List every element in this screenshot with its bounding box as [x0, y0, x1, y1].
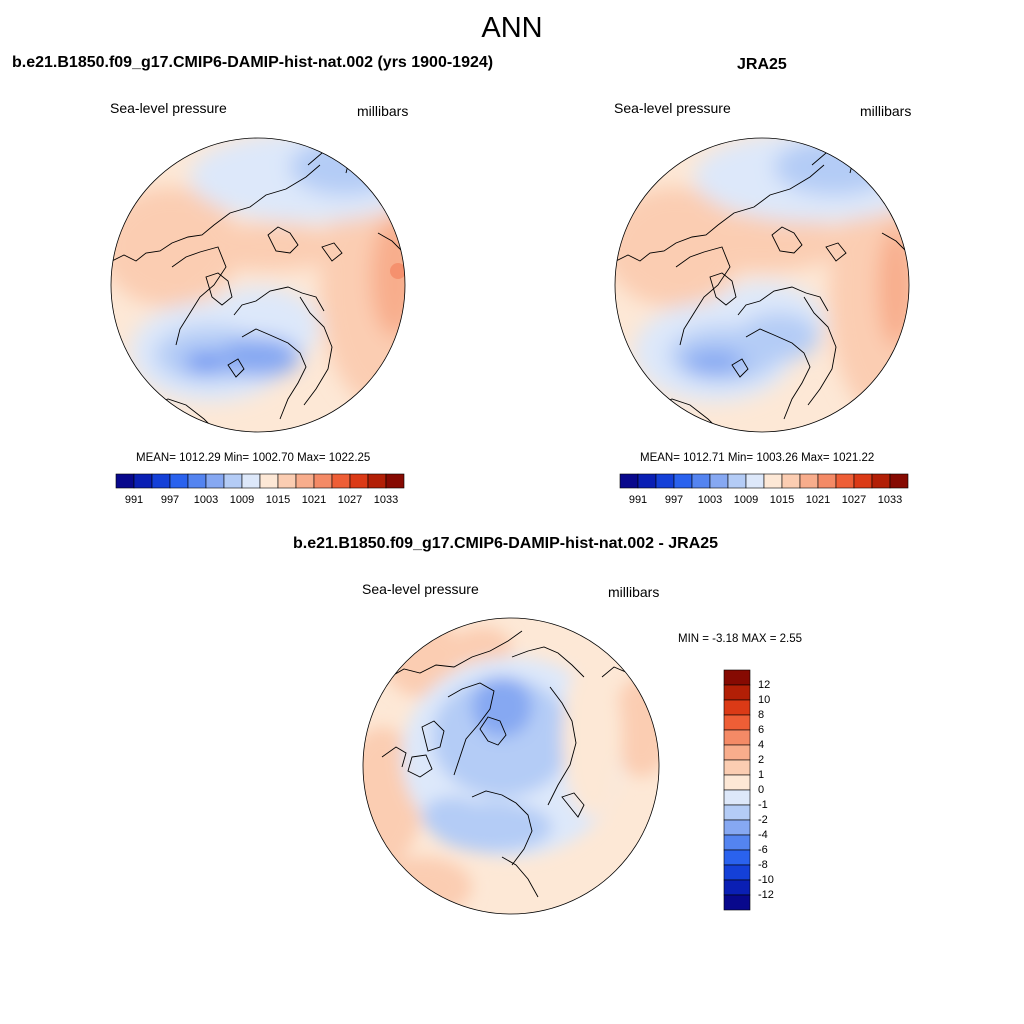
- colorbar-swatch: [723, 894, 751, 911]
- colorbar-swatch: [723, 789, 751, 806]
- colorbar-diff-tick: -8: [758, 859, 768, 871]
- panel-left-variable: Sea-level pressure: [110, 100, 227, 116]
- colorbar-swatch: [723, 669, 751, 686]
- colorbar-swatch: [241, 473, 261, 489]
- colorbar-swatch: [723, 774, 751, 791]
- colorbar-swatch: [723, 819, 751, 836]
- colorbar-swatch: [889, 473, 909, 489]
- colorbar-swatch: [133, 473, 153, 489]
- colorbar-diff-tick: 8: [758, 709, 765, 721]
- colorbar-left-tick: 1033: [373, 494, 399, 506]
- panel-right-stats: MEAN= 1012.71 Min= 1003.26 Max= 1021.22: [640, 452, 875, 464]
- colorbar-left-tick: 997: [160, 494, 180, 506]
- colorbar-swatch: [115, 473, 135, 489]
- colorbar-right-tick: 1033: [877, 494, 903, 506]
- colorbar-left-tick: 1009: [229, 494, 255, 506]
- colorbar-swatch: [295, 473, 315, 489]
- map-right: [614, 137, 910, 433]
- colorbar-swatch: [745, 473, 765, 489]
- colorbar-swatch: [853, 473, 873, 489]
- colorbar-swatch: [799, 473, 819, 489]
- panel-diff-stats: MIN = -3.18 MAX = 2.55: [678, 633, 803, 645]
- colorbar-swatch: [259, 473, 279, 489]
- colorbar-swatch: [169, 473, 189, 489]
- colorbar-swatch: [313, 473, 333, 489]
- colorbar-diff-tick: 2: [758, 754, 765, 766]
- colorbar-swatch: [723, 879, 751, 896]
- colorbar-swatch: [367, 473, 387, 489]
- colorbar-right-tick: 1021: [805, 494, 831, 506]
- panel-right-variable: Sea-level pressure: [614, 100, 731, 116]
- colorbar-swatch: [781, 473, 801, 489]
- colorbar-swatch: [205, 473, 225, 489]
- panel-right-title: JRA25: [737, 56, 787, 73]
- panel-right-units: millibars: [860, 103, 912, 119]
- colorbar-left-tick: 991: [124, 494, 144, 506]
- colorbar-left-tick: 1027: [337, 494, 363, 506]
- panel-left-title: b.e21.B1850.f09_g17.CMIP6-DAMIP-hist-nat…: [12, 54, 494, 71]
- colorbar-swatch: [691, 473, 711, 489]
- colorbar-left-tick: 1021: [301, 494, 327, 506]
- colorbar-diff-tick: 6: [758, 724, 765, 736]
- colorbar-diff-tick: -10: [758, 874, 774, 886]
- colorbar-swatch: [723, 744, 751, 761]
- colorbar-swatch: [817, 473, 837, 489]
- colorbar-right-tick: 1027: [841, 494, 867, 506]
- colorbar-diff: [723, 669, 751, 911]
- colorbar-swatch: [871, 473, 891, 489]
- panel-diff-units: millibars: [608, 584, 660, 600]
- colorbar-swatch: [277, 473, 297, 489]
- panel-diff-title: b.e21.B1850.f09_g17.CMIP6-DAMIP-hist-nat…: [293, 535, 719, 552]
- colorbar-swatch: [763, 473, 783, 489]
- colorbar-diff-tick: 1: [758, 769, 765, 781]
- colorbar-swatch: [673, 473, 693, 489]
- colorbar-right-tick: 991: [628, 494, 648, 506]
- colorbar-swatch: [727, 473, 747, 489]
- colorbar-swatch: [723, 684, 751, 701]
- colorbar-swatch: [655, 473, 675, 489]
- colorbar-swatch: [723, 699, 751, 716]
- colorbar-swatch: [723, 729, 751, 746]
- colorbar-swatch: [723, 714, 751, 731]
- colorbar-diff-tick: 10: [758, 694, 771, 706]
- colorbar-right-tick: 997: [664, 494, 684, 506]
- colorbar-swatch: [637, 473, 657, 489]
- panel-left-stats: MEAN= 1012.29 Min= 1002.70 Max= 1022.25: [136, 452, 371, 464]
- colorbar-diff-tick: -6: [758, 844, 768, 856]
- panel-diff-variable: Sea-level pressure: [362, 581, 479, 597]
- colorbar-diff-tick: -4: [758, 829, 768, 841]
- colorbar-left-tick: 1003: [193, 494, 219, 506]
- colorbar-swatch: [187, 473, 207, 489]
- colorbar-swatch: [223, 473, 243, 489]
- colorbar-right-tick: 1009: [733, 494, 759, 506]
- colorbar-swatch: [331, 473, 351, 489]
- colorbar-swatch: [709, 473, 729, 489]
- colorbar-swatch: [151, 473, 171, 489]
- colorbar-diff-tick: 4: [758, 739, 765, 751]
- main-title: ANN: [481, 12, 543, 44]
- colorbar-swatch: [385, 473, 405, 489]
- colorbar-left-tick: 1015: [265, 494, 291, 506]
- colorbar-diff-tick: 0: [758, 784, 765, 796]
- map-diff: [362, 617, 660, 915]
- colorbar-diff-tick: 12: [758, 679, 771, 691]
- colorbar-swatch: [723, 804, 751, 821]
- map-left: [110, 137, 406, 433]
- colorbar-swatch: [619, 473, 639, 489]
- colorbar-diff-tick: -2: [758, 814, 768, 826]
- colorbar-swatch: [723, 834, 751, 851]
- colorbar-left: [115, 473, 405, 489]
- colorbar-swatch: [723, 849, 751, 866]
- colorbar-swatch: [349, 473, 369, 489]
- colorbar-right: [619, 473, 909, 489]
- colorbar-diff-tick: -1: [758, 799, 768, 811]
- colorbar-diff-tick: -12: [758, 889, 774, 901]
- colorbar-right-tick: 1003: [697, 494, 723, 506]
- colorbar-swatch: [723, 759, 751, 776]
- colorbar-swatch: [835, 473, 855, 489]
- panel-left-units: millibars: [357, 103, 409, 119]
- colorbar-right-tick: 1015: [769, 494, 795, 506]
- colorbar-swatch: [723, 864, 751, 881]
